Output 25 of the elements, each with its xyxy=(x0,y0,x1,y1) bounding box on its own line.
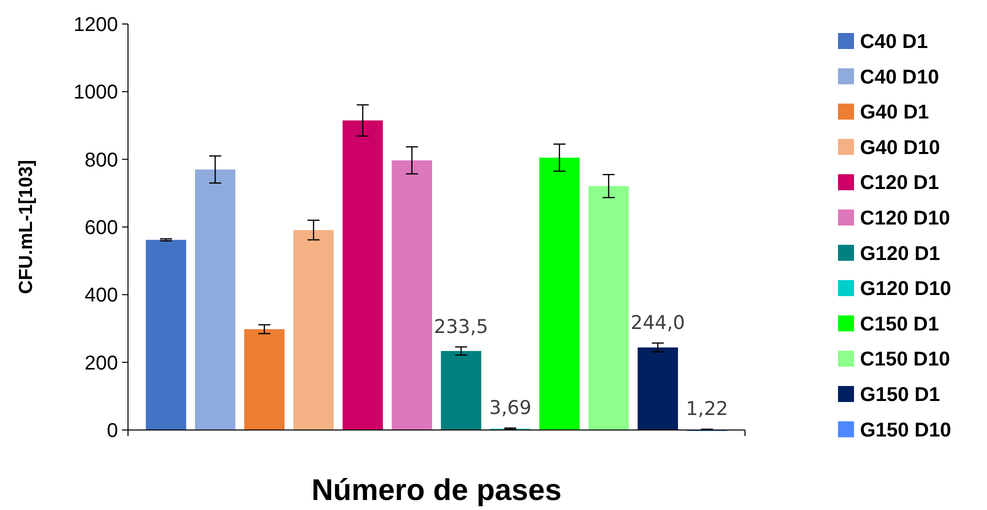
legend-label: C120 D1 xyxy=(860,172,939,194)
data-label: 1,22 xyxy=(686,398,728,420)
legend-label: G40 D1 xyxy=(860,102,929,124)
data-label: 3,69 xyxy=(489,397,532,420)
legend-label: G40 D10 xyxy=(860,136,940,159)
y-tick-label: 400 xyxy=(84,284,118,307)
legend-label: G120 D10 xyxy=(860,278,952,300)
y-tick-label: 600 xyxy=(84,217,118,239)
legend-label: C150 D10 xyxy=(860,348,950,371)
y-tick-label: 1000 xyxy=(74,82,118,104)
y-tick-label: 0 xyxy=(106,420,118,442)
legend-label: C40 D10 xyxy=(860,66,939,88)
legend-label: G150 D10 xyxy=(860,419,952,442)
data-label: 244,0 xyxy=(630,312,686,334)
legend-label: C40 D1 xyxy=(860,31,928,53)
y-axis-title: CFU.mL-1[103] xyxy=(16,160,37,294)
data-label: 233,5 xyxy=(434,316,488,338)
legend-label: G150 D1 xyxy=(860,384,940,406)
x-axis-title: Número de pases xyxy=(311,474,562,507)
y-tick-label: 800 xyxy=(84,149,118,172)
y-tick-label: 1200 xyxy=(74,14,118,36)
legend-label: C150 D1 xyxy=(860,313,939,336)
legend-label: C120 D10 xyxy=(860,208,950,230)
y-tick-label: 200 xyxy=(84,352,118,374)
legend-label: G120 D1 xyxy=(860,242,940,265)
